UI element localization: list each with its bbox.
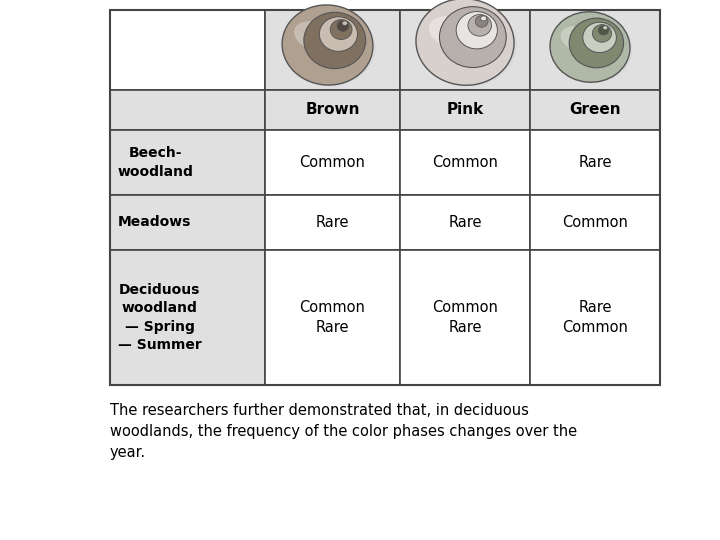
Text: Rare
Common: Rare Common bbox=[562, 300, 628, 335]
Bar bbox=[400, 10, 530, 90]
Ellipse shape bbox=[304, 12, 366, 69]
Text: Brown: Brown bbox=[305, 103, 360, 118]
Ellipse shape bbox=[416, 0, 514, 85]
Bar bbox=[400, 130, 530, 195]
Text: Common: Common bbox=[432, 155, 498, 170]
Text: Rare: Rare bbox=[316, 215, 349, 230]
Bar bbox=[265, 250, 400, 385]
Bar bbox=[110, 250, 265, 385]
Bar bbox=[265, 10, 400, 90]
Ellipse shape bbox=[550, 12, 630, 82]
Bar bbox=[530, 10, 660, 90]
Text: Beech-
woodland: Beech- woodland bbox=[118, 146, 194, 179]
Ellipse shape bbox=[593, 25, 611, 42]
Bar bbox=[110, 195, 265, 250]
Bar bbox=[110, 10, 265, 90]
Bar bbox=[265, 90, 400, 130]
Bar bbox=[400, 90, 530, 130]
Ellipse shape bbox=[282, 5, 373, 85]
Ellipse shape bbox=[319, 17, 358, 51]
Ellipse shape bbox=[468, 15, 492, 36]
Bar bbox=[110, 90, 265, 130]
Text: Rare: Rare bbox=[449, 215, 482, 230]
Bar bbox=[530, 195, 660, 250]
Ellipse shape bbox=[330, 19, 352, 39]
Text: Common: Common bbox=[562, 215, 628, 230]
Ellipse shape bbox=[552, 16, 632, 83]
Text: Rare: Rare bbox=[578, 155, 612, 170]
Ellipse shape bbox=[285, 9, 376, 86]
Ellipse shape bbox=[561, 26, 595, 52]
Bar bbox=[265, 195, 400, 250]
Ellipse shape bbox=[598, 25, 609, 35]
Ellipse shape bbox=[475, 16, 488, 28]
Text: Meadows: Meadows bbox=[118, 215, 192, 230]
Ellipse shape bbox=[582, 22, 616, 52]
Text: Common
Rare: Common Rare bbox=[432, 300, 498, 335]
Bar bbox=[530, 130, 660, 195]
Ellipse shape bbox=[481, 16, 487, 21]
Text: Common: Common bbox=[300, 155, 366, 170]
Ellipse shape bbox=[419, 3, 517, 87]
Bar bbox=[110, 130, 265, 195]
Bar bbox=[110, 10, 660, 385]
Bar bbox=[400, 250, 530, 385]
Ellipse shape bbox=[570, 18, 624, 68]
Ellipse shape bbox=[342, 21, 348, 25]
Ellipse shape bbox=[439, 6, 506, 68]
Ellipse shape bbox=[337, 21, 349, 31]
Text: Green: Green bbox=[570, 103, 621, 118]
Ellipse shape bbox=[603, 26, 608, 30]
Text: Pink: Pink bbox=[446, 103, 484, 118]
Ellipse shape bbox=[294, 21, 333, 51]
Text: Deciduous
woodland
— Spring
— Summer: Deciduous woodland — Spring — Summer bbox=[118, 283, 202, 352]
Bar bbox=[400, 195, 530, 250]
Bar bbox=[530, 90, 660, 130]
Bar bbox=[530, 250, 660, 385]
Text: The researchers further demonstrated that, in deciduous
woodlands, the frequency: The researchers further demonstrated tha… bbox=[110, 403, 577, 460]
Bar bbox=[265, 130, 400, 195]
Text: Common
Rare: Common Rare bbox=[300, 300, 366, 335]
Ellipse shape bbox=[456, 11, 498, 49]
Ellipse shape bbox=[429, 16, 472, 48]
